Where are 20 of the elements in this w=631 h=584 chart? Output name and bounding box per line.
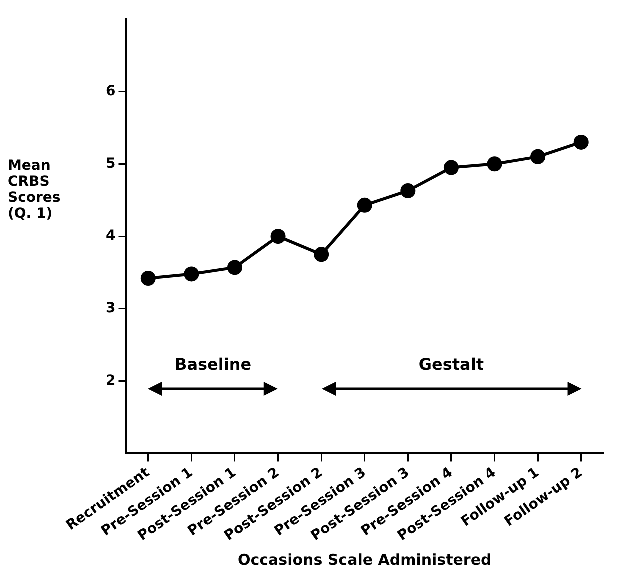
x-axis-title: Occasions Scale Administered <box>238 550 492 569</box>
point <box>400 183 416 198</box>
point <box>270 229 286 244</box>
point <box>140 271 156 286</box>
y-tick-label: 6 <box>106 83 116 100</box>
point <box>530 149 546 164</box>
point <box>357 198 372 213</box>
point <box>184 266 200 282</box>
point <box>574 134 589 150</box>
point <box>487 156 502 172</box>
y-tick-label: 5 <box>106 156 116 172</box>
y-tick-label: 2 <box>106 372 116 389</box>
y-tick-label: 3 <box>106 300 116 317</box>
annotation: Baseline <box>174 354 253 374</box>
point <box>314 247 330 262</box>
point <box>227 260 242 276</box>
y-axis-title: Mean CRBS Scores (Q. 1) <box>8 158 62 222</box>
annotation: Gestalt <box>418 354 485 374</box>
point <box>444 160 459 176</box>
y-tick-label: 4 <box>106 228 116 244</box>
